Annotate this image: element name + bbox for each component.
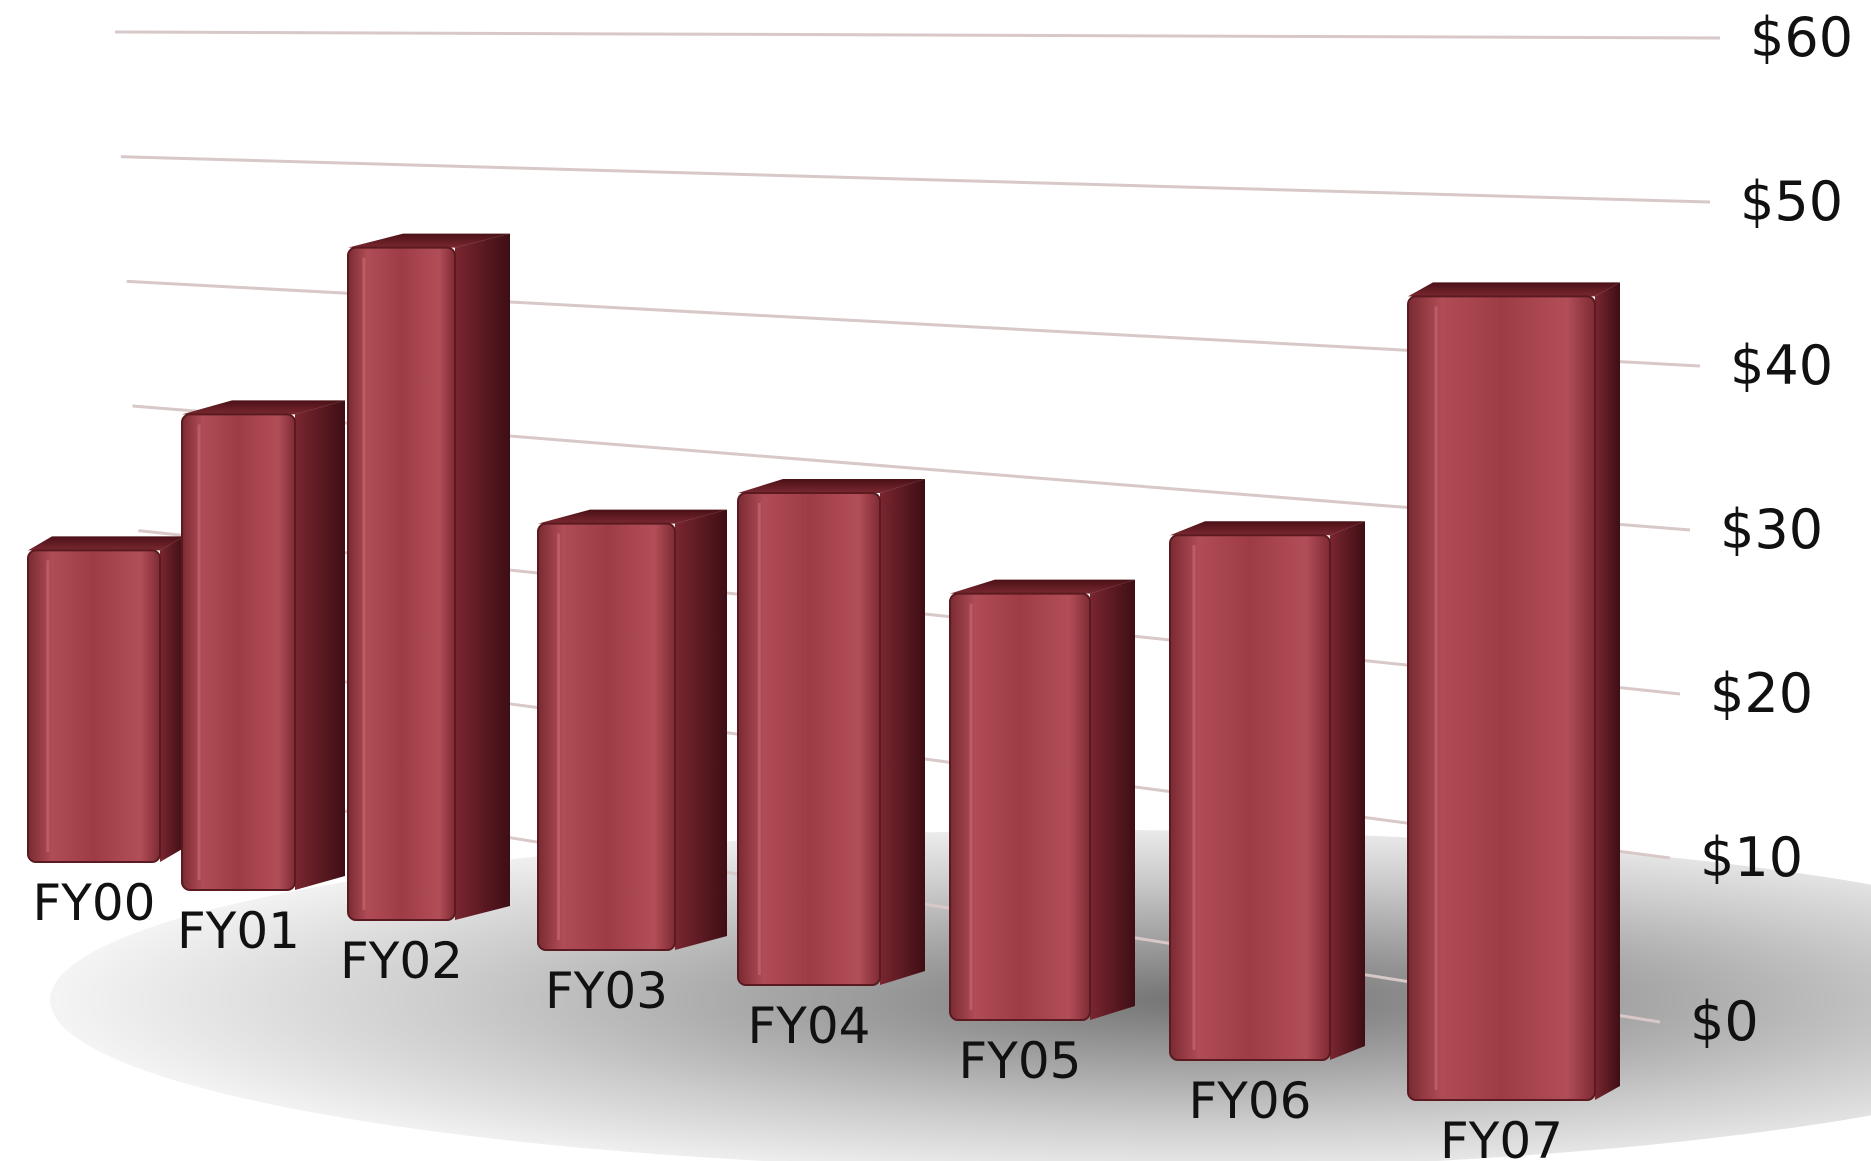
grid-line-6 [114,30,1721,40]
bar-fy02 [347,233,510,922]
bar-top-face [538,509,727,524]
bar-fy00 [27,536,184,864]
bar-side-face [1595,282,1620,1100]
y-axis: $0 $10 $20 $30 $40 $50 $60 [1690,6,1853,1053]
bar-front-face [181,413,296,891]
grid-line-5 [120,155,1711,204]
x-tick-label: FY03 [545,962,668,1020]
bar-fy01 [181,400,345,891]
x-tick-label: FY00 [33,874,156,932]
bar-top-face [1170,521,1365,536]
x-tick-label: FY01 [177,902,300,960]
bar-front-face [737,492,881,986]
x-tick-label: FY05 [959,1032,1082,1090]
bar-front-face [347,246,456,922]
bar-side-face [295,400,345,890]
bar-front-face [27,549,161,864]
bar-top-face [182,400,345,415]
bar-fy06 [1169,521,1365,1061]
y-tick-label: $50 [1740,170,1843,233]
y-tick-label: $10 [1700,826,1803,889]
y-tick-label: $30 [1720,498,1823,561]
bar-top-face [738,479,925,493]
bar-front-face [1169,534,1331,1061]
bar-side-face [675,509,727,950]
bar-front-face [537,522,676,951]
bar-side-face [880,479,925,985]
y-tick-label: $60 [1750,6,1853,69]
bar-top-face [348,233,510,248]
bar-fy03 [537,509,727,951]
x-tick-label: FY04 [748,997,871,1055]
bar-fy05 [949,579,1135,1021]
x-axis: FY00 FY01 FY02 FY03 FY04 FY05 FY06 FY07 [33,874,1563,1161]
x-tick-label: FY02 [340,932,463,990]
bar-side-face [160,536,184,862]
x-tick-label: FY07 [1440,1112,1563,1161]
bar-top-face [950,579,1135,594]
bar-top-face [28,536,184,551]
bar-side-face [1330,521,1365,1060]
bar-side-face [1090,579,1135,1020]
y-tick-label: $20 [1710,662,1813,725]
bar-fy04 [737,479,925,986]
bar-front-face [1407,295,1596,1101]
bars [27,233,1620,1101]
bar-fy07 [1407,282,1620,1101]
bar-front-face [949,592,1091,1021]
x-tick-label: FY06 [1189,1072,1312,1130]
bar-top-face [1408,282,1620,297]
y-tick-label: $0 [1690,990,1759,1053]
y-tick-label: $40 [1730,334,1833,397]
bar-side-face [455,233,510,921]
